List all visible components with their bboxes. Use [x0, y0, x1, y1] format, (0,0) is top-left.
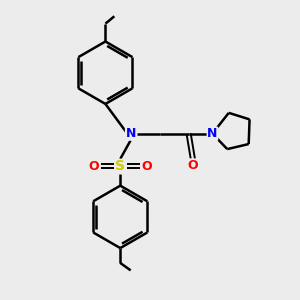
Text: O: O	[142, 160, 152, 173]
Text: O: O	[188, 159, 198, 172]
Text: O: O	[88, 160, 99, 173]
Text: N: N	[207, 127, 218, 140]
Text: N: N	[125, 127, 136, 140]
Text: S: S	[115, 159, 125, 173]
